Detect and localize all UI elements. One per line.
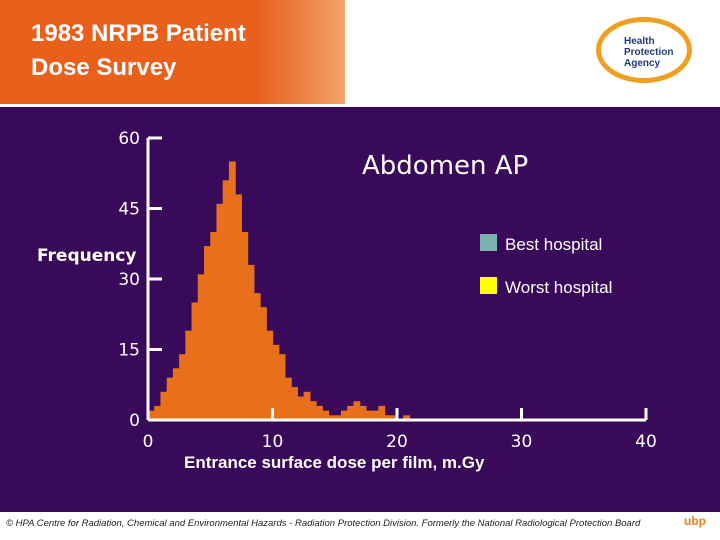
histogram-bar (297, 396, 305, 420)
histogram-bar (166, 377, 174, 420)
histogram-bar (172, 368, 180, 420)
y-axis-label: Frequency (37, 246, 137, 266)
histogram-bar (148, 410, 155, 420)
histogram-bar (210, 232, 218, 420)
histogram-bar (216, 203, 224, 420)
header: 1983 NRPB Patient Dose Survey Health Pro… (0, 0, 720, 107)
y-tick-label: 15 (118, 341, 140, 361)
histogram-bar (328, 415, 336, 420)
histogram-bar (340, 410, 348, 420)
histogram-bar (384, 415, 392, 420)
histogram-bar (403, 415, 411, 420)
histogram-bar (247, 264, 255, 420)
y-tick-label: 45 (118, 200, 140, 220)
title-bar: 1983 NRPB Patient Dose Survey (0, 0, 345, 104)
y-tick-label: 60 (118, 129, 140, 149)
histogram-bar (179, 354, 186, 420)
footer: © HPA Centre for Radiation, Chemical and… (0, 512, 720, 540)
histogram-bar (160, 391, 168, 420)
logo-text-line1: Health (624, 36, 655, 47)
histogram-bar (253, 293, 261, 420)
x-tick-label: 30 (511, 432, 533, 452)
histogram-bar (266, 330, 274, 420)
histogram-bar (191, 302, 199, 420)
histogram-bar (284, 377, 292, 420)
histogram-bar (235, 194, 242, 420)
legend-swatch-best (480, 234, 497, 251)
legend-label-best: Best hospital (505, 235, 602, 254)
x-tick-label: 10 (262, 432, 284, 452)
histogram-bar (154, 405, 162, 420)
histogram-bar (359, 405, 367, 420)
x-tick-label: 40 (635, 432, 657, 452)
histogram-bar (303, 391, 311, 420)
histogram-bar (222, 180, 230, 420)
x-tick-label: 20 (386, 432, 408, 452)
y-tick-label: 0 (129, 411, 140, 431)
histogram-bar (378, 405, 386, 420)
legend-label-worst: Worst hospital (505, 278, 612, 297)
hpa-logo: Health Protection Agency (596, 17, 698, 87)
histogram-bar (278, 354, 286, 420)
histogram-bar (309, 401, 317, 420)
chart-title: Abdomen AP (362, 151, 528, 181)
histogram-bar (204, 246, 211, 420)
ubp-mark: ubp (684, 514, 706, 528)
x-tick-label: 0 (143, 432, 154, 452)
histogram-bar (185, 330, 193, 420)
histogram-bar (347, 405, 355, 420)
histogram-bar (334, 415, 342, 420)
histogram-bar (272, 344, 280, 420)
histogram-bar (365, 410, 373, 420)
slide-title-line2: Dose Survey (31, 54, 177, 81)
histogram-bar (197, 274, 205, 420)
histogram-bar (390, 415, 398, 420)
logo-ring-icon (596, 17, 692, 83)
histogram-bar (322, 410, 330, 420)
x-axis-label: Entrance surface dose per film, m.Gy (184, 453, 485, 472)
histogram-bar (353, 401, 361, 420)
copyright-text: © HPA Centre for Radiation, Chemical and… (6, 518, 641, 529)
legend-swatch-worst (480, 277, 497, 294)
histogram-bar (291, 387, 298, 420)
slide-title-line1: 1983 NRPB Patient (31, 20, 246, 47)
histogram-bar (228, 161, 236, 420)
chart-panel: 0 15 30 45 60 0 10 20 30 40 Abdomen AP Frequency … (0, 107, 720, 512)
logo-text-line2: Protection (624, 47, 674, 58)
histogram-bar (372, 410, 379, 420)
y-tick-label: 30 (118, 270, 140, 290)
histogram-bar (241, 232, 249, 420)
logo-text-line3: Agency (624, 58, 661, 69)
histogram-bar (260, 307, 267, 420)
histogram-bar (316, 405, 323, 420)
